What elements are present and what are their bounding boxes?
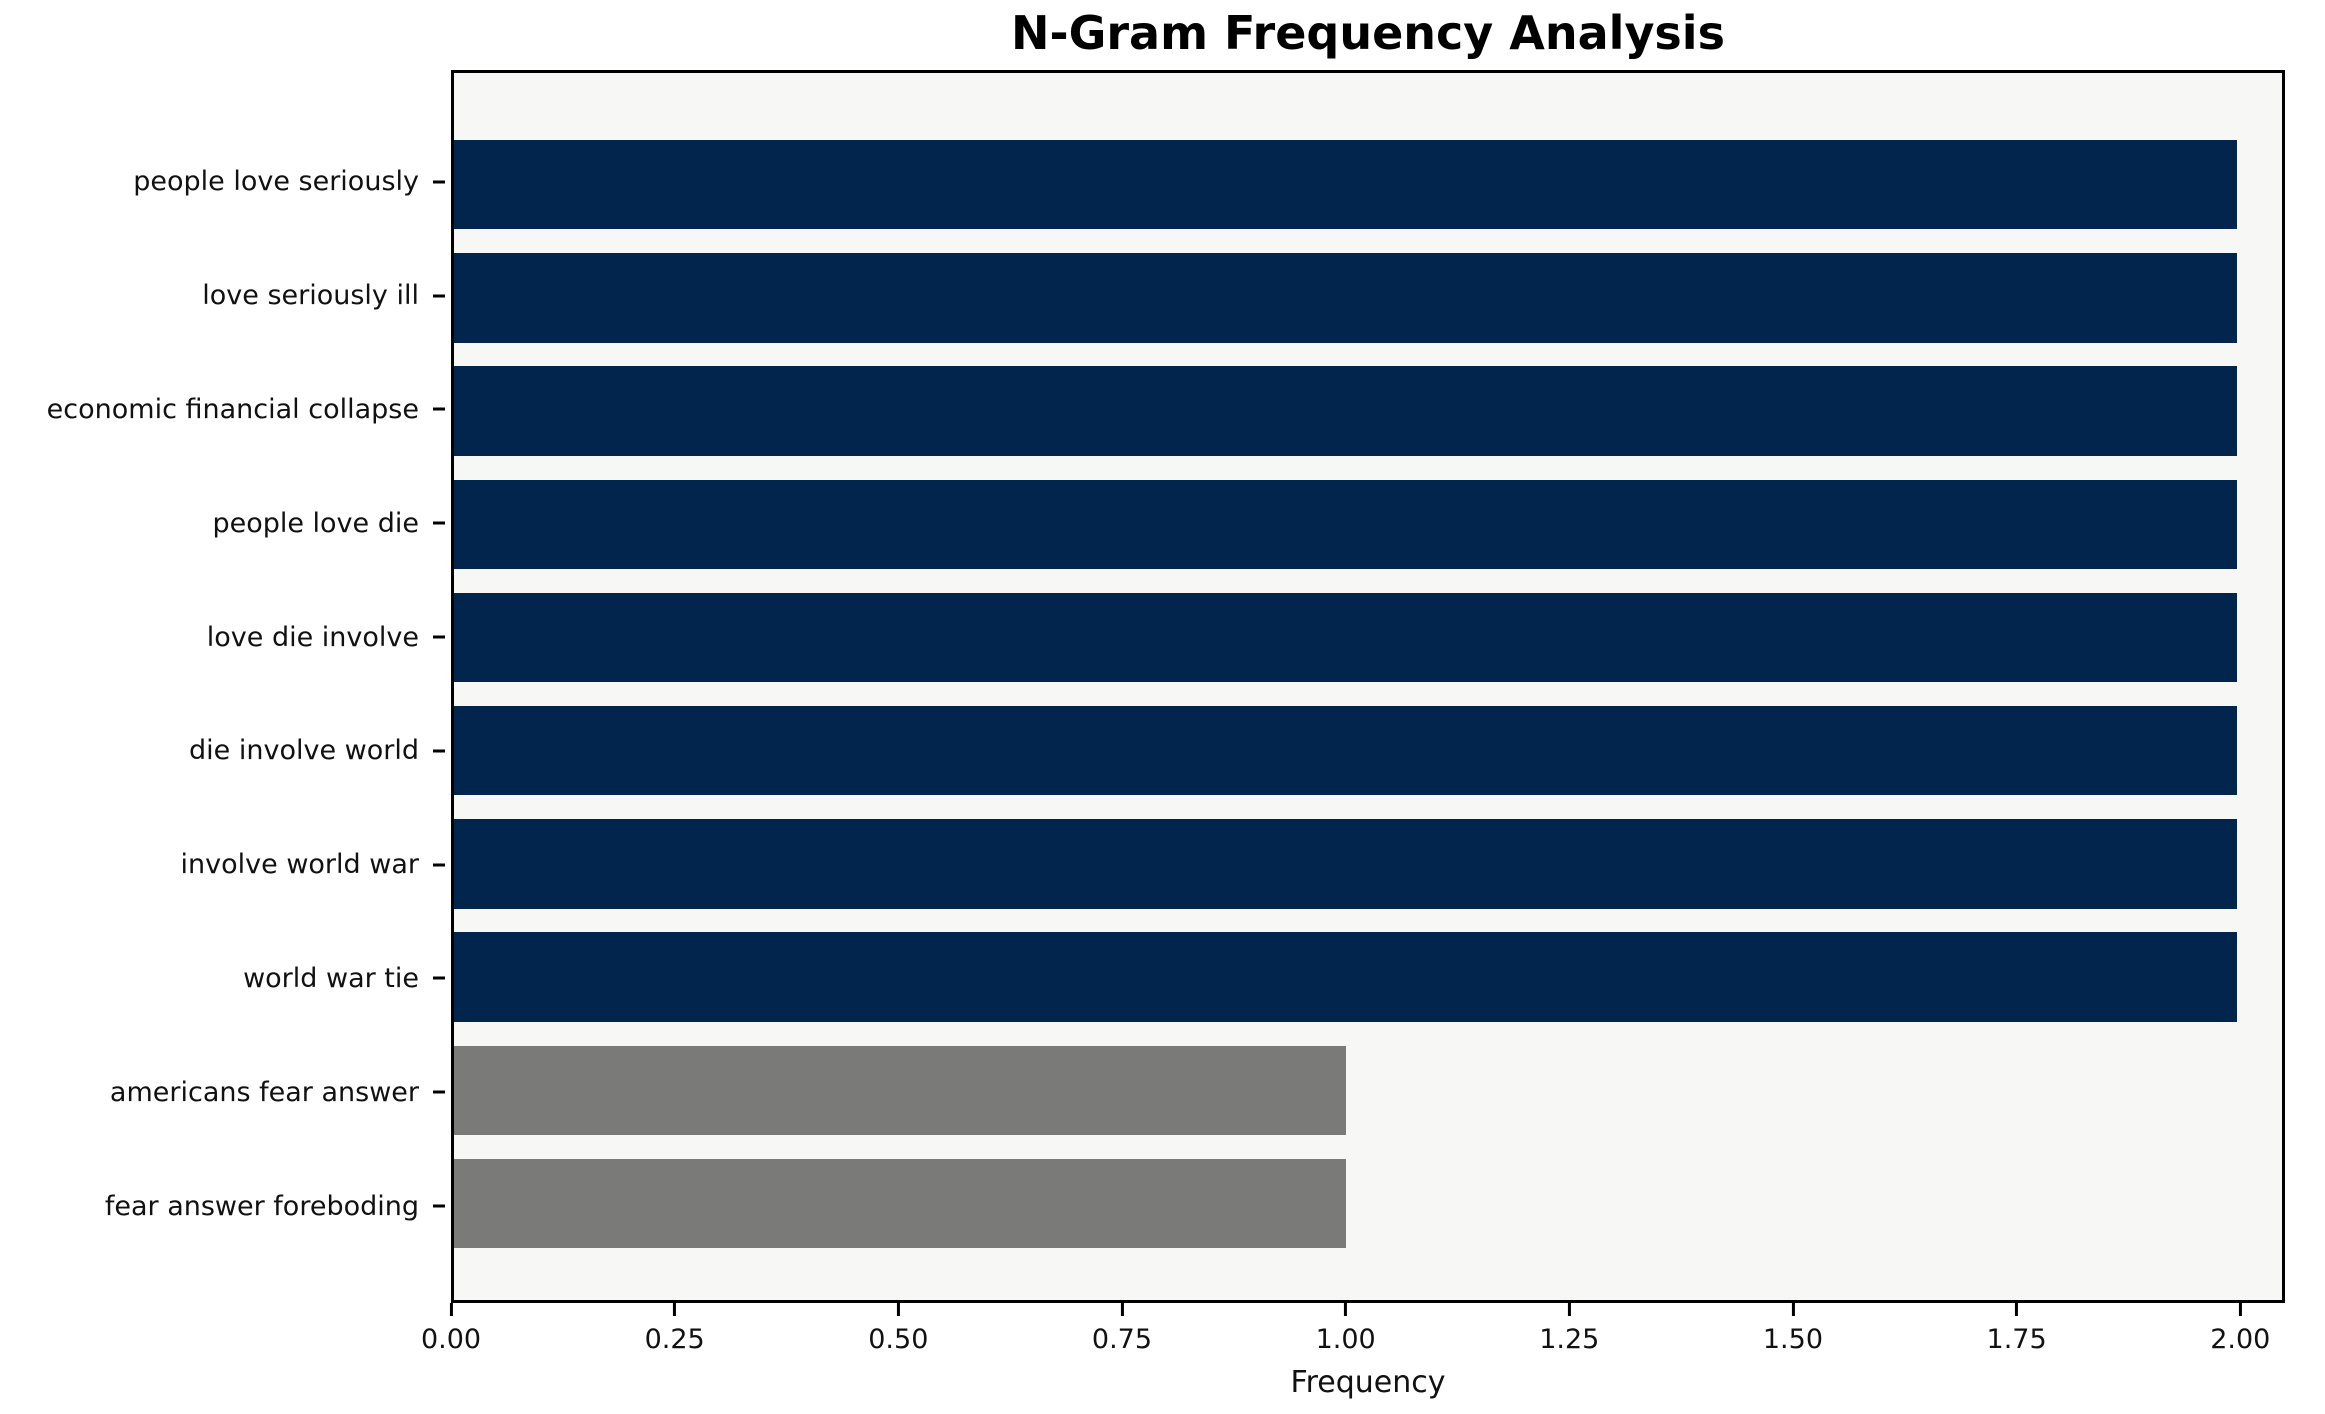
bar-row (454, 241, 2282, 354)
x-tick: 0.75 (1092, 1303, 1152, 1355)
y-tick-mark (433, 976, 445, 980)
x-tick-label: 1.00 (1315, 1324, 1376, 1355)
x-tick-mark (1791, 1303, 1795, 1316)
x-tick-label: 0.00 (420, 1324, 482, 1355)
bar (454, 592, 2238, 683)
y-tick-mark (433, 521, 445, 525)
y-tick-mark (433, 1090, 445, 1094)
y-label-row: economic financial collapse (0, 353, 445, 467)
y-label-row: americans fear answer (0, 1035, 445, 1149)
x-tick: 0.25 (645, 1303, 705, 1355)
y-tick-label: love die involve (206, 621, 419, 653)
x-tick-label: 0.25 (644, 1324, 705, 1355)
y-tick-label: americans fear answer (109, 1076, 419, 1108)
bar (454, 819, 2238, 909)
x-tick: 0.00 (421, 1303, 481, 1355)
chart-title: N-Gram Frequency Analysis (1011, 6, 1725, 60)
y-tick-label: involve world war (180, 849, 419, 881)
bar (454, 139, 2238, 230)
bar (454, 253, 2238, 343)
bar-rows (454, 128, 2282, 1260)
x-tick-label: 0.50 (868, 1324, 929, 1355)
bar-row (454, 694, 2282, 807)
x-tick: 1.00 (1316, 1303, 1376, 1355)
y-label-row: world war tie (0, 922, 445, 1036)
x-tick-mark (1567, 1303, 1571, 1316)
y-tick-mark (433, 863, 445, 867)
bar (454, 1045, 1346, 1135)
x-tick-mark (896, 1303, 900, 1316)
bar-row (454, 807, 2282, 920)
bar-row (454, 468, 2282, 581)
y-tick-label: love seriously ill (202, 280, 419, 312)
y-tick-mark (433, 749, 445, 753)
y-tick-mark (433, 180, 445, 184)
y-label-row: involve world war (0, 808, 445, 922)
bar (454, 1158, 1346, 1249)
y-label-row: people love die (0, 466, 445, 580)
y-axis-labels: people love seriously love seriously ill… (0, 70, 445, 1303)
x-tick-label: 1.50 (1762, 1324, 1823, 1355)
x-tick-label: 2.00 (2210, 1324, 2271, 1355)
plot-area (451, 70, 2285, 1303)
bar (454, 932, 2238, 1022)
x-tick-mark (2015, 1303, 2019, 1316)
y-tick-label: people love seriously (133, 166, 419, 198)
y-tick-mark (433, 407, 445, 411)
x-tick: 2.00 (2210, 1303, 2270, 1355)
y-tick-label: people love die (212, 507, 419, 539)
y-label-row: fear answer foreboding (0, 1149, 445, 1263)
x-tick: 0.50 (868, 1303, 928, 1355)
x-tick-label: 1.75 (1986, 1324, 2047, 1355)
x-axis-title: Frequency (1290, 1365, 1446, 1400)
x-axis: 0.00 0.25 0.50 0.75 1.00 1.25 1.50 1.75 (421, 1303, 2285, 1373)
y-tick-label: economic financial collapse (46, 393, 419, 425)
bar (454, 479, 2238, 569)
x-tick-mark (673, 1303, 677, 1316)
bar-row (454, 581, 2282, 694)
y-label-row: love die involve (0, 580, 445, 694)
bar-row (454, 920, 2282, 1033)
y-tick-label: fear answer foreboding (104, 1190, 419, 1222)
y-label-row: people love seriously (0, 125, 445, 239)
y-label-row: love seriously ill (0, 239, 445, 353)
x-tick: 1.25 (1539, 1303, 1599, 1355)
y-tick-mark (433, 1204, 445, 1208)
bar-row (454, 1147, 2282, 1260)
x-tick: 1.50 (1763, 1303, 1823, 1355)
x-tick: 1.75 (1987, 1303, 2047, 1355)
y-tick-mark (433, 635, 445, 639)
y-tick-label: die involve world (189, 735, 419, 767)
bar-row (454, 354, 2282, 467)
y-tick-label: world war tie (243, 962, 419, 994)
x-tick-mark (2238, 1303, 2242, 1316)
bar-row (454, 1034, 2282, 1147)
bar-row (454, 128, 2282, 241)
x-tick-mark (1120, 1303, 1124, 1316)
y-tick-mark (433, 294, 445, 298)
y-label-row: die involve world (0, 694, 445, 808)
x-tick-mark (1344, 1303, 1348, 1316)
x-tick-mark (449, 1303, 453, 1316)
x-tick-label: 1.25 (1539, 1324, 1600, 1355)
bar (454, 705, 2238, 796)
x-tick-label: 0.75 (1091, 1324, 1153, 1355)
bar (454, 366, 2238, 456)
